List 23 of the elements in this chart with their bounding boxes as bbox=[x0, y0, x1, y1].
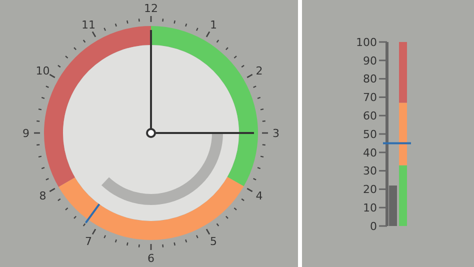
y-tick-label: 90 bbox=[363, 54, 377, 68]
y-tick-label: 40 bbox=[363, 146, 377, 160]
text: 4 bbox=[256, 189, 263, 202]
y-tick-label: 10 bbox=[363, 201, 377, 214]
text: 8 bbox=[39, 189, 46, 202]
y-tick-label: 20 bbox=[363, 183, 377, 196]
text: 12 bbox=[144, 2, 158, 15]
text: 10 bbox=[36, 64, 50, 78]
y-tick-label: 30 bbox=[363, 164, 377, 178]
text: 5 bbox=[210, 235, 217, 248]
text: 11 bbox=[82, 18, 96, 32]
y-tick-label: 0 bbox=[370, 220, 377, 233]
y-tick-label: 50 bbox=[363, 128, 377, 141]
text: 6 bbox=[148, 252, 154, 265]
y-tick-label: 80 bbox=[363, 72, 377, 86]
text: 7 bbox=[85, 235, 92, 248]
y-tick-label: 70 bbox=[363, 91, 377, 104]
text: 2 bbox=[256, 64, 263, 78]
y-tick-label: 100 bbox=[356, 36, 377, 49]
y-tick-label: 60 bbox=[363, 109, 377, 122]
text: 9 bbox=[22, 126, 30, 140]
text: 3 bbox=[272, 126, 280, 140]
text: 1 bbox=[210, 18, 217, 32]
